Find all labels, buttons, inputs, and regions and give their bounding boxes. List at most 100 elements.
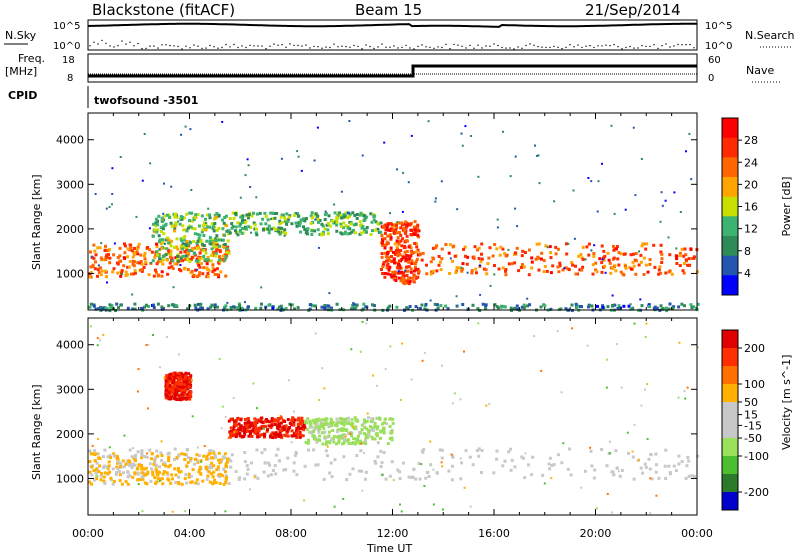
cell: [335, 417, 339, 421]
cell: [598, 257, 602, 261]
cell: [339, 231, 343, 235]
cell: [170, 265, 174, 269]
cell: [187, 226, 190, 230]
cell: [335, 421, 339, 425]
cell: [386, 442, 390, 446]
cell: [128, 462, 132, 466]
cell: [229, 465, 233, 469]
cell: [495, 449, 499, 453]
cell: [362, 230, 366, 234]
cell: [388, 265, 392, 269]
cell: [180, 452, 184, 456]
cell: [290, 419, 294, 423]
cell: [574, 272, 578, 276]
cell: [323, 218, 327, 221]
cell: [271, 469, 275, 472]
cell: [312, 434, 316, 438]
cell: [96, 337, 99, 340]
cell: [360, 469, 364, 473]
nsearch-point: [653, 44, 655, 46]
cell: [205, 262, 209, 266]
cell: [404, 269, 407, 272]
cell: [293, 418, 297, 422]
cell: [224, 274, 228, 278]
cell: [180, 133, 182, 136]
cell: [186, 268, 190, 272]
cell: [653, 265, 657, 269]
cell: [143, 133, 146, 135]
cell: [184, 371, 188, 375]
cell: [333, 203, 336, 206]
cell: [410, 233, 414, 237]
cell: [284, 434, 288, 438]
cell: [290, 441, 293, 444]
cell: [267, 224, 271, 228]
cell: [196, 268, 199, 271]
colorbar-segment: [722, 402, 738, 421]
nsearch-point: [621, 48, 623, 50]
cell: [167, 459, 171, 463]
y-tick-label: 1000: [56, 472, 84, 485]
nsearch-point: [541, 46, 543, 48]
nsearch-point: [129, 41, 131, 43]
cell: [184, 386, 188, 390]
cell: [346, 216, 350, 220]
cell: [612, 248, 616, 252]
cell: [164, 379, 168, 383]
cell: [497, 267, 501, 271]
cell: [192, 240, 196, 243]
cell: [255, 233, 259, 237]
cell: [133, 260, 136, 264]
nsearch-point: [485, 45, 487, 47]
cell: [243, 451, 247, 454]
cell: [402, 271, 406, 275]
cell: [96, 274, 99, 278]
cell: [93, 249, 97, 253]
cell: [414, 231, 418, 234]
cell: [358, 430, 362, 434]
cell: [163, 223, 167, 227]
cell: [616, 307, 620, 310]
cell: [142, 266, 146, 269]
cell: [107, 248, 111, 251]
cell: [249, 423, 253, 427]
cell: [481, 302, 485, 306]
cell: [360, 428, 364, 432]
cell: [413, 242, 417, 245]
cell: [413, 266, 417, 270]
cell: [590, 304, 594, 308]
cell: [459, 477, 463, 481]
cell: [174, 374, 178, 378]
cell: [342, 221, 346, 225]
nsearch-point: [441, 46, 443, 49]
cell: [372, 428, 375, 432]
cell: [292, 421, 296, 425]
cell: [678, 251, 682, 255]
cell: [286, 434, 290, 438]
cell: [485, 272, 489, 276]
cell: [354, 442, 358, 446]
cell: [160, 454, 164, 457]
cell: [191, 379, 193, 382]
cell: [239, 418, 243, 422]
cell: [451, 402, 454, 405]
cell: [104, 258, 108, 261]
cell: [184, 242, 188, 246]
cell: [189, 457, 193, 461]
cell: [225, 465, 228, 469]
cell: [315, 440, 319, 444]
cell: [212, 464, 216, 468]
cell: [311, 216, 314, 220]
y-tick-label: 4000: [56, 134, 84, 147]
cell: [234, 435, 238, 439]
cell: [591, 272, 595, 276]
cell: [120, 269, 124, 273]
cell: [89, 250, 92, 254]
cell: [131, 307, 135, 311]
cell: [435, 269, 439, 273]
cell: [371, 303, 374, 307]
nsearch-point: [365, 44, 367, 46]
cell: [276, 417, 280, 420]
cell: [384, 255, 388, 259]
cell: [177, 453, 181, 457]
